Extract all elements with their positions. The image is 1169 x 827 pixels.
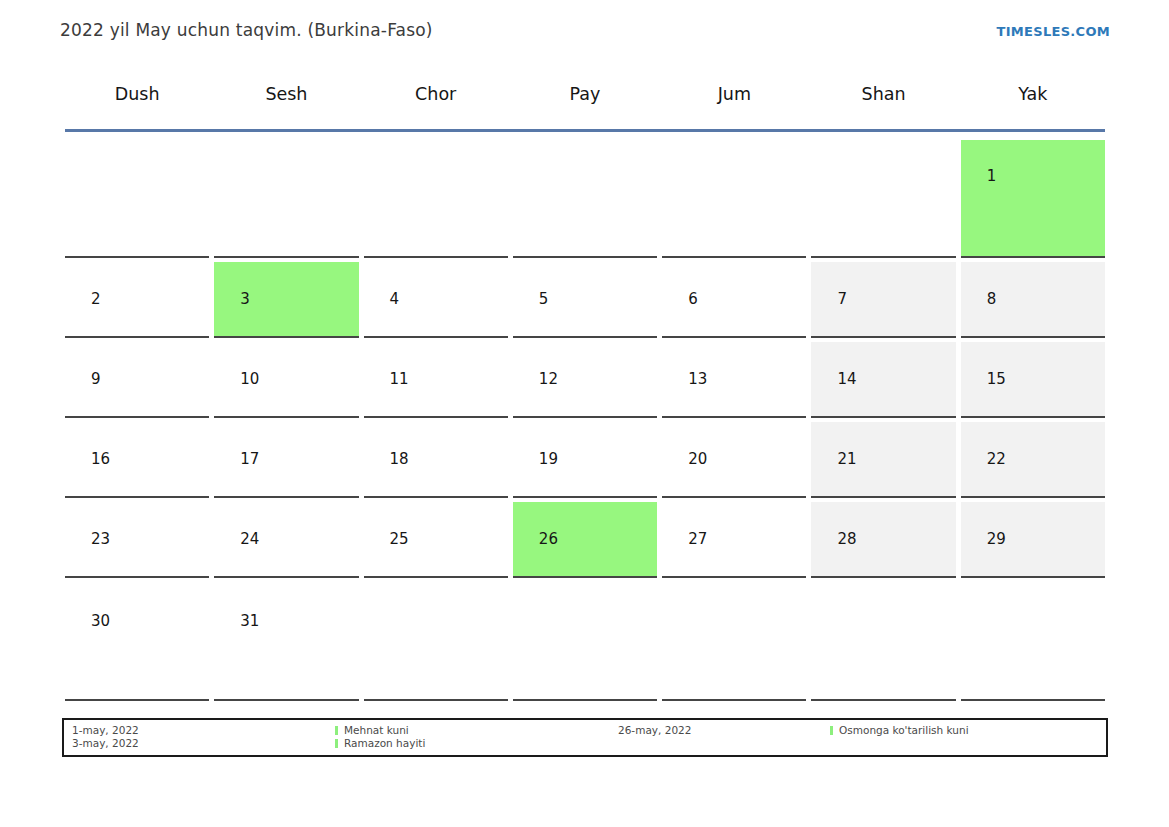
day-cell-24: 24: [214, 502, 358, 578]
legend-item-label: Ramazon hayiti: [344, 737, 425, 749]
holiday-marker-icon: [335, 726, 338, 735]
day-cell-2: 2: [65, 262, 209, 338]
empty-cell: [513, 140, 657, 258]
day-cell-26: 26: [513, 502, 657, 578]
empty-cell: [513, 582, 657, 701]
day-cell-11: 11: [364, 342, 508, 418]
day-cell-6: 6: [662, 262, 806, 338]
empty-cell: [662, 140, 806, 258]
weekday-header-shan: Shan: [811, 84, 955, 104]
day-cell-12: 12: [513, 342, 657, 418]
legend-items: Osmonga ko'tarilish kuni: [830, 724, 969, 737]
day-cell-20: 20: [662, 422, 806, 498]
legend-item: Osmonga ko'tarilish kuni: [830, 724, 969, 737]
day-cell-1: 1: [961, 140, 1105, 258]
weekday-header-yak: Yak: [961, 84, 1105, 104]
legend-box: 1-may, 20223-may, 2022 Mehnat kuniRamazon…: [62, 718, 1108, 757]
day-cell-14: 14: [811, 342, 955, 418]
day-cell-9: 9: [65, 342, 209, 418]
empty-cell: [662, 582, 806, 701]
legend-date: 26-may, 2022: [618, 724, 691, 737]
empty-cell: [811, 582, 955, 701]
holiday-marker-icon: [830, 726, 833, 735]
day-cell-21: 21: [811, 422, 955, 498]
day-cell-8: 8: [961, 262, 1105, 338]
legend-date: 1-may, 2022: [72, 724, 139, 737]
day-cell-16: 16: [65, 422, 209, 498]
page-title: 2022 yil May uchun taqvim. (Burkina-Faso…: [60, 20, 433, 40]
empty-cell: [364, 140, 508, 258]
calendar-grid: 1234567891011121314151617181920212223242…: [65, 140, 1105, 701]
empty-cell: [811, 140, 955, 258]
day-cell-7: 7: [811, 262, 955, 338]
day-cell-17: 17: [214, 422, 358, 498]
weekday-header-pay: Pay: [513, 84, 657, 104]
legend-item: Ramazon hayiti: [335, 737, 425, 750]
day-cell-18: 18: [364, 422, 508, 498]
day-cell-13: 13: [662, 342, 806, 418]
day-cell-19: 19: [513, 422, 657, 498]
legend-dates: 1-may, 20223-may, 2022: [72, 724, 139, 749]
day-cell-10: 10: [214, 342, 358, 418]
weekday-header-row: DushSesh ChorPayJumShan Yak: [65, 84, 1105, 104]
day-cell-31: 31: [214, 582, 358, 701]
day-cell-23: 23: [65, 502, 209, 578]
day-cell-22: 22: [961, 422, 1105, 498]
day-cell-27: 27: [662, 502, 806, 578]
day-cell-4: 4: [364, 262, 508, 338]
legend-item-label: Osmonga ko'tarilish kuni: [839, 724, 969, 736]
weekday-header-jum: Jum: [662, 84, 806, 104]
legend-date: 3-may, 2022: [72, 737, 139, 750]
empty-cell: [65, 140, 209, 258]
weekday-header-chor: Chor: [364, 84, 508, 104]
day-cell-28: 28: [811, 502, 955, 578]
empty-cell: [961, 582, 1105, 701]
day-cell-5: 5: [513, 262, 657, 338]
legend-item-label: Mehnat kuni: [344, 724, 409, 736]
legend-item: Mehnat kuni: [335, 724, 425, 737]
day-cell-15: 15: [961, 342, 1105, 418]
header-rule: [65, 129, 1105, 132]
legend-dates: 26-may, 2022: [618, 724, 691, 737]
site-link[interactable]: TIMESLES.COM: [997, 24, 1110, 39]
day-cell-29: 29: [961, 502, 1105, 578]
holiday-marker-icon: [335, 739, 338, 748]
day-cell-30: 30: [65, 582, 209, 701]
day-cell-25: 25: [364, 502, 508, 578]
empty-cell: [364, 582, 508, 701]
empty-cell: [214, 140, 358, 258]
weekday-header-dush: Dush: [65, 84, 209, 104]
legend-items: Mehnat kuniRamazon hayiti: [335, 724, 425, 749]
weekday-header-sesh: Sesh: [214, 84, 358, 104]
day-cell-3: 3: [214, 262, 358, 338]
